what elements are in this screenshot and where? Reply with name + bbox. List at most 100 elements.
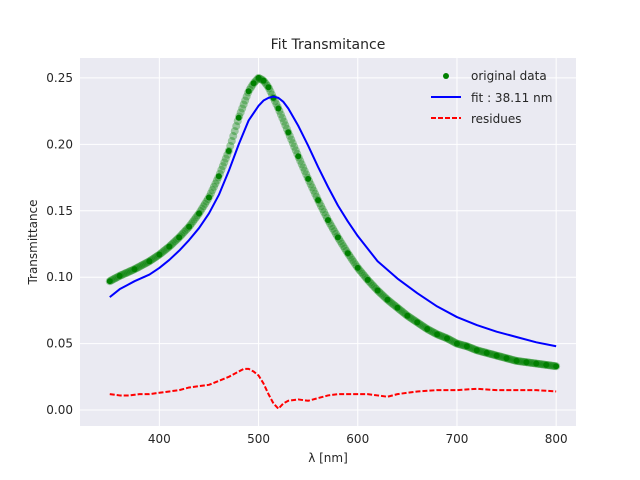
data-point (106, 278, 113, 285)
legend-label-residues: residues (471, 112, 522, 126)
data-point (209, 182, 218, 191)
data-point (325, 217, 331, 224)
data-point (218, 162, 227, 171)
x-tick-label: 800 (545, 432, 568, 446)
data-point (334, 234, 341, 241)
series-line-fit-38-11-nm (109, 95, 557, 348)
data-point (221, 154, 230, 163)
data-point (354, 264, 361, 271)
data-point (328, 224, 337, 233)
data-point (358, 269, 367, 278)
data-point (265, 84, 272, 91)
data-point (150, 253, 159, 262)
data-point (232, 122, 241, 131)
data-point (242, 92, 251, 101)
data-point (493, 352, 500, 359)
data-point (250, 80, 257, 87)
data-point (337, 239, 346, 248)
data-point (220, 158, 229, 167)
data-point (215, 173, 222, 180)
data-point (156, 251, 163, 258)
data-point (317, 202, 326, 211)
y-tick-label: 0.20 (46, 137, 73, 151)
y-tick-label: 0.25 (46, 71, 73, 85)
data-point (180, 228, 189, 237)
data-point (189, 217, 198, 226)
data-point (448, 336, 456, 345)
data-point (305, 175, 312, 182)
data-point (287, 135, 296, 144)
data-point (339, 242, 348, 251)
data-point (507, 355, 516, 364)
data-point (311, 189, 320, 198)
data-point (291, 146, 300, 155)
data-point (321, 211, 330, 220)
data-point (306, 180, 315, 189)
data-point (299, 163, 308, 172)
data-point (295, 153, 302, 160)
data-point (217, 165, 226, 174)
data-point (238, 104, 247, 113)
data-point (285, 129, 292, 136)
data-point (200, 199, 209, 208)
data-point (414, 319, 421, 326)
series-layer (105, 73, 561, 410)
data-point (278, 114, 287, 123)
series-original-data (105, 73, 561, 371)
data-point (137, 261, 146, 270)
x-tick-label: 400 (148, 432, 171, 446)
data-point (543, 361, 550, 368)
data-point (344, 250, 351, 257)
data-point (196, 210, 203, 217)
data-point (348, 255, 357, 264)
x-tick-label: 500 (247, 432, 270, 446)
data-point (225, 148, 232, 154)
data-point (146, 258, 153, 265)
data-point (533, 360, 540, 367)
data-point (369, 281, 378, 290)
data-point (349, 258, 358, 267)
x-tick-label: 700 (446, 432, 469, 446)
data-point (463, 343, 470, 350)
data-point (453, 340, 460, 347)
data-point (308, 183, 317, 192)
y-tick-label: 0.00 (46, 403, 73, 417)
data-point (275, 105, 282, 112)
data-point (290, 142, 299, 151)
data-point (169, 238, 178, 247)
data-point (241, 96, 250, 105)
data-point (281, 121, 290, 130)
data-point (320, 208, 329, 217)
data-point (208, 186, 217, 195)
data-point (513, 357, 520, 364)
data-point (378, 290, 387, 299)
data-point (131, 266, 138, 273)
y-tick-label: 0.15 (46, 204, 73, 218)
data-point (473, 347, 480, 354)
legend-label-original-data: original data (471, 69, 547, 83)
data-point (330, 227, 339, 236)
y-tick-label: 0.05 (46, 337, 73, 351)
data-point (255, 74, 262, 81)
data-point (123, 268, 132, 277)
data-point (122, 269, 131, 277)
data-point (477, 347, 486, 356)
data-point (327, 222, 336, 231)
data-point (418, 321, 427, 330)
data-point (523, 359, 530, 366)
grid (80, 58, 576, 426)
data-point (434, 331, 441, 338)
data-point (276, 110, 285, 119)
data-point (388, 299, 397, 308)
data-point (279, 117, 288, 126)
data-point (236, 108, 245, 117)
data-point (125, 267, 134, 276)
data-point (288, 139, 297, 148)
data-point (300, 166, 309, 175)
data-point (229, 132, 238, 141)
chart-title: Fit Transmitance (271, 37, 386, 53)
data-point (135, 262, 144, 271)
data-point (227, 137, 236, 146)
data-point (404, 312, 411, 319)
